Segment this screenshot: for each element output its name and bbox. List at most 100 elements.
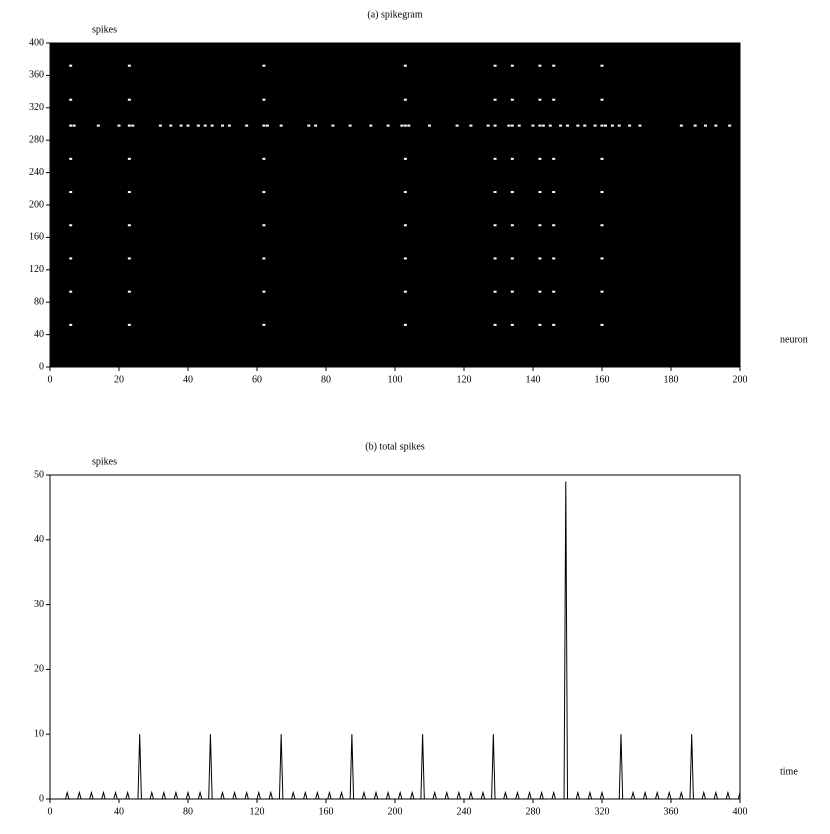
spike xyxy=(69,257,73,260)
spike xyxy=(279,124,283,127)
y-tick-label: 30 xyxy=(34,599,44,610)
spike xyxy=(552,323,556,326)
spike xyxy=(493,224,497,227)
spike xyxy=(552,290,556,293)
x-tick-label: 400 xyxy=(733,806,748,817)
spike xyxy=(262,191,266,194)
spike xyxy=(69,224,73,227)
y-tick-label: 280 xyxy=(29,134,44,145)
spike xyxy=(538,64,542,67)
x-axis-label: time xyxy=(780,766,798,777)
y-tick-label: 0 xyxy=(39,361,44,372)
y-tick-label: 200 xyxy=(29,199,44,210)
spike xyxy=(127,191,131,194)
spike xyxy=(131,124,135,127)
spike xyxy=(538,224,542,227)
y-axis-label: spikes xyxy=(92,24,117,35)
spike xyxy=(262,124,266,127)
spike xyxy=(493,157,497,160)
spike xyxy=(127,323,131,326)
spike xyxy=(262,323,266,326)
spike xyxy=(262,98,266,101)
spike xyxy=(493,290,497,293)
spike xyxy=(552,191,556,194)
spike xyxy=(593,124,597,127)
spike xyxy=(69,290,73,293)
spike xyxy=(262,290,266,293)
spike xyxy=(227,124,231,127)
y-tick-label: 320 xyxy=(29,102,44,113)
spike xyxy=(369,124,373,127)
spike xyxy=(331,124,335,127)
x-tick-label: 80 xyxy=(183,806,193,817)
x-tick-label: 200 xyxy=(388,806,403,817)
spike xyxy=(307,124,311,127)
spike xyxy=(69,157,73,160)
spike xyxy=(510,257,514,260)
spike xyxy=(69,323,73,326)
x-tick-label: 280 xyxy=(526,806,541,817)
spike xyxy=(210,124,214,127)
y-tick-label: 240 xyxy=(29,167,44,178)
spike xyxy=(403,98,407,101)
spike xyxy=(600,191,604,194)
spike xyxy=(403,257,407,260)
spike xyxy=(510,224,514,227)
spike xyxy=(600,323,604,326)
spike xyxy=(538,323,542,326)
spike xyxy=(348,124,352,127)
spike xyxy=(127,290,131,293)
spike xyxy=(265,124,269,127)
spike xyxy=(552,64,556,67)
spike xyxy=(510,191,514,194)
spike xyxy=(127,124,131,127)
spike xyxy=(403,224,407,227)
spike xyxy=(203,124,207,127)
spike xyxy=(538,257,542,260)
spike xyxy=(552,157,556,160)
spike xyxy=(69,124,73,127)
x-tick-label: 100 xyxy=(388,374,403,385)
spike xyxy=(186,124,190,127)
spike xyxy=(531,124,535,127)
x-tick-label: 160 xyxy=(595,374,610,385)
spike xyxy=(600,124,604,127)
spike xyxy=(538,290,542,293)
spike xyxy=(638,124,642,127)
spike xyxy=(600,157,604,160)
y-tick-label: 10 xyxy=(34,728,44,739)
spike xyxy=(617,124,621,127)
spike xyxy=(600,98,604,101)
spike xyxy=(576,124,580,127)
x-tick-label: 0 xyxy=(48,374,53,385)
x-tick-label: 40 xyxy=(114,806,124,817)
spike xyxy=(493,323,497,326)
spike xyxy=(117,124,121,127)
x-tick-label: 120 xyxy=(457,374,472,385)
spike xyxy=(566,124,569,127)
spike xyxy=(704,124,707,127)
spike xyxy=(403,323,407,326)
spike xyxy=(403,64,407,67)
y-tick-label: 360 xyxy=(29,70,44,81)
spike xyxy=(507,124,511,127)
spike xyxy=(221,124,224,127)
spike xyxy=(169,124,173,127)
x-tick-label: 240 xyxy=(457,806,472,817)
spike xyxy=(538,98,542,101)
spike xyxy=(72,124,76,127)
spike xyxy=(552,98,556,101)
spike xyxy=(69,64,73,67)
spike xyxy=(600,290,604,293)
spike xyxy=(127,224,131,227)
spike xyxy=(552,224,556,227)
y-axis-label: spikes xyxy=(92,456,117,467)
spike xyxy=(179,124,183,127)
spike xyxy=(538,124,542,127)
spike xyxy=(493,191,497,194)
spike xyxy=(714,124,718,127)
spike xyxy=(196,124,200,127)
spike xyxy=(455,124,459,127)
y-tick-label: 400 xyxy=(29,37,44,48)
spike xyxy=(262,64,266,67)
